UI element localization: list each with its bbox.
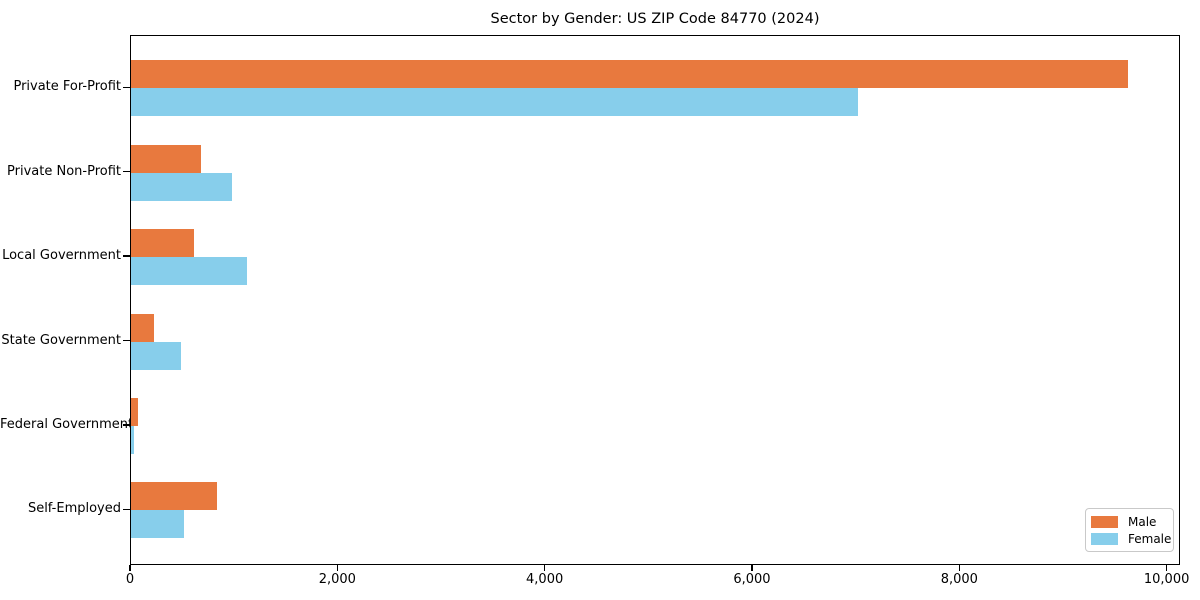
bar-female-5 [131, 510, 185, 539]
x-tick-label: 0 [125, 572, 135, 587]
legend-label: Male [1128, 514, 1157, 529]
y-tick-label: State Government [1, 332, 121, 348]
bar-male-4 [131, 397, 139, 426]
y-tick-mark [123, 255, 130, 257]
y-tick-label: Private Non-Profit [7, 163, 121, 179]
plot-area [130, 35, 1180, 565]
y-tick-label: Self-Employed [27, 501, 121, 517]
legend-swatch-male [1091, 515, 1118, 528]
x-tick-label: 10,000 [1143, 572, 1190, 587]
y-tick-label: Federal Government [0, 416, 134, 432]
x-tick-mark [751, 565, 753, 571]
x-tick-mark [958, 565, 961, 571]
bar-female-4 [131, 425, 134, 454]
legend-label: Female [1128, 531, 1172, 546]
y-axis-labels: Private For-Profit Private Non-Profit Loca… [0, 35, 134, 565]
bar-female-2 [131, 257, 247, 286]
bar-female-3 [131, 341, 181, 370]
y-tick-mark [123, 170, 130, 173]
x-tick-mark [129, 565, 131, 571]
y-tick-label: Local Government [2, 248, 121, 264]
legend-item-male: Male [1091, 513, 1168, 530]
bar-male-1 [131, 144, 201, 173]
x-tick-mark [543, 565, 546, 571]
bar-male-5 [131, 482, 217, 511]
y-tick-mark [123, 508, 130, 511]
x-tick-label: 4,000 [526, 572, 564, 587]
y-tick-mark [123, 339, 130, 342]
x-tick-mark [336, 565, 339, 571]
x-tick-label: 6,000 [733, 572, 771, 587]
legend-item-female: Female [1091, 530, 1172, 547]
bar-male-3 [131, 313, 155, 342]
bar-female-1 [131, 172, 232, 201]
bar-female-0 [131, 88, 858, 117]
bar-male-2 [131, 229, 194, 258]
y-tick-mark [123, 86, 130, 89]
x-tick-mark [1165, 565, 1168, 571]
x-tick-label: 8,000 [940, 572, 978, 587]
legend: Male Female [1085, 508, 1174, 552]
x-tick-label: 2,000 [318, 572, 356, 587]
legend-swatch-female [1091, 532, 1118, 545]
y-tick-mark [123, 424, 130, 426]
y-tick-label: Private For-Profit [13, 79, 121, 95]
chart-title: Sector by Gender: US ZIP Code 84770 (202… [490, 11, 820, 27]
bar-male-0 [131, 60, 1129, 89]
